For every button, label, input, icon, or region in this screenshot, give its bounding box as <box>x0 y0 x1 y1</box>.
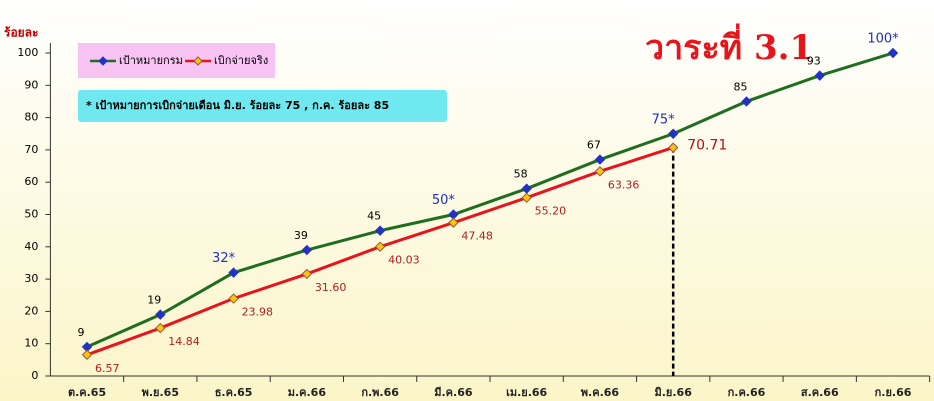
y-tick-label: 40 <box>24 240 38 253</box>
y-tick-label: 20 <box>24 304 38 317</box>
x-tick-label: ม.ค.66 <box>288 386 327 399</box>
data-point <box>301 268 313 280</box>
y-tick-label: 70 <box>24 143 38 156</box>
data-point <box>521 192 532 203</box>
y-tick-label: 30 <box>24 272 38 285</box>
data-label: 32* <box>212 251 236 266</box>
data-label: 100* <box>867 32 899 47</box>
data-point <box>594 166 606 177</box>
data-point <box>667 142 679 153</box>
data-point <box>814 70 825 81</box>
data-label: 50* <box>432 193 456 208</box>
x-tick-label: ต.ค.65 <box>68 386 106 399</box>
legend-marker <box>193 56 203 66</box>
data-label: 58 <box>514 168 528 181</box>
y-axis-label: ร้อยละ <box>4 26 38 40</box>
data-point <box>301 244 313 256</box>
data-point <box>667 128 679 139</box>
data-point <box>155 322 166 334</box>
x-tick-label: มิ.ย.66 <box>655 386 693 399</box>
data-label: 39 <box>294 229 308 242</box>
note-box <box>78 90 447 122</box>
data-point <box>448 217 459 228</box>
data-label: 31.60 <box>315 281 347 294</box>
y-tick-label: 0 <box>31 369 38 382</box>
y-tick-label: 100 <box>17 46 38 59</box>
data-label: 14.84 <box>168 335 200 348</box>
x-tick-label: เม.ย.66 <box>506 386 547 399</box>
data-label: 75* <box>652 112 676 127</box>
data-label: 19 <box>147 294 161 307</box>
data-point <box>594 154 606 165</box>
data-point <box>155 309 166 320</box>
data-point <box>228 293 239 304</box>
data-label: 9 <box>78 326 85 339</box>
note: * เป้าหมายการเบิกจ่ายเดือน มิ.ย. ร้อยละ … <box>86 99 389 112</box>
x-tick-label: ธ.ค.65 <box>215 386 253 399</box>
x-tick-label: พ.ย.65 <box>142 386 179 399</box>
series-line <box>86 51 894 349</box>
data-label: 85 <box>733 80 747 93</box>
data-point <box>228 267 239 278</box>
legend-label: เป้าหมายกรม <box>119 54 183 67</box>
x-tick-label: ก.ย.66 <box>875 386 912 399</box>
y-tick-label: 10 <box>24 337 38 350</box>
data-label: 70.71 <box>687 138 727 154</box>
legend-label: เบิกจ่ายจริง <box>214 54 268 67</box>
x-tick-label: ส.ค.66 <box>801 386 839 399</box>
data-label: 45 <box>367 210 381 223</box>
x-tick-label: พ.ค.66 <box>581 386 620 399</box>
x-tick-label: ก.ค.66 <box>728 386 766 399</box>
data-point <box>887 47 899 59</box>
y-tick-label: 90 <box>24 78 38 91</box>
legend-marker <box>98 56 108 66</box>
data-label: 23.98 <box>242 306 274 319</box>
y-tick-label: 50 <box>24 208 38 221</box>
data-label: 47.48 <box>461 230 493 243</box>
annotation: วาระที่ 3.1 <box>645 23 813 68</box>
x-tick-label: มี.ค.66 <box>434 386 473 399</box>
data-point <box>374 225 386 236</box>
data-point <box>81 349 93 360</box>
data-label: 93 <box>807 55 821 68</box>
data-label: 40.03 <box>388 254 420 267</box>
data-point <box>741 96 752 107</box>
data-label: 63.36 <box>608 178 640 191</box>
y-tick-label: 60 <box>24 175 38 188</box>
data-point <box>374 241 386 252</box>
data-label: 55.20 <box>535 205 567 218</box>
x-tick-label: ก.พ.66 <box>361 386 399 399</box>
data-label: 6.57 <box>95 362 120 375</box>
y-tick-label: 80 <box>24 111 38 124</box>
data-label: 67 <box>587 139 601 152</box>
